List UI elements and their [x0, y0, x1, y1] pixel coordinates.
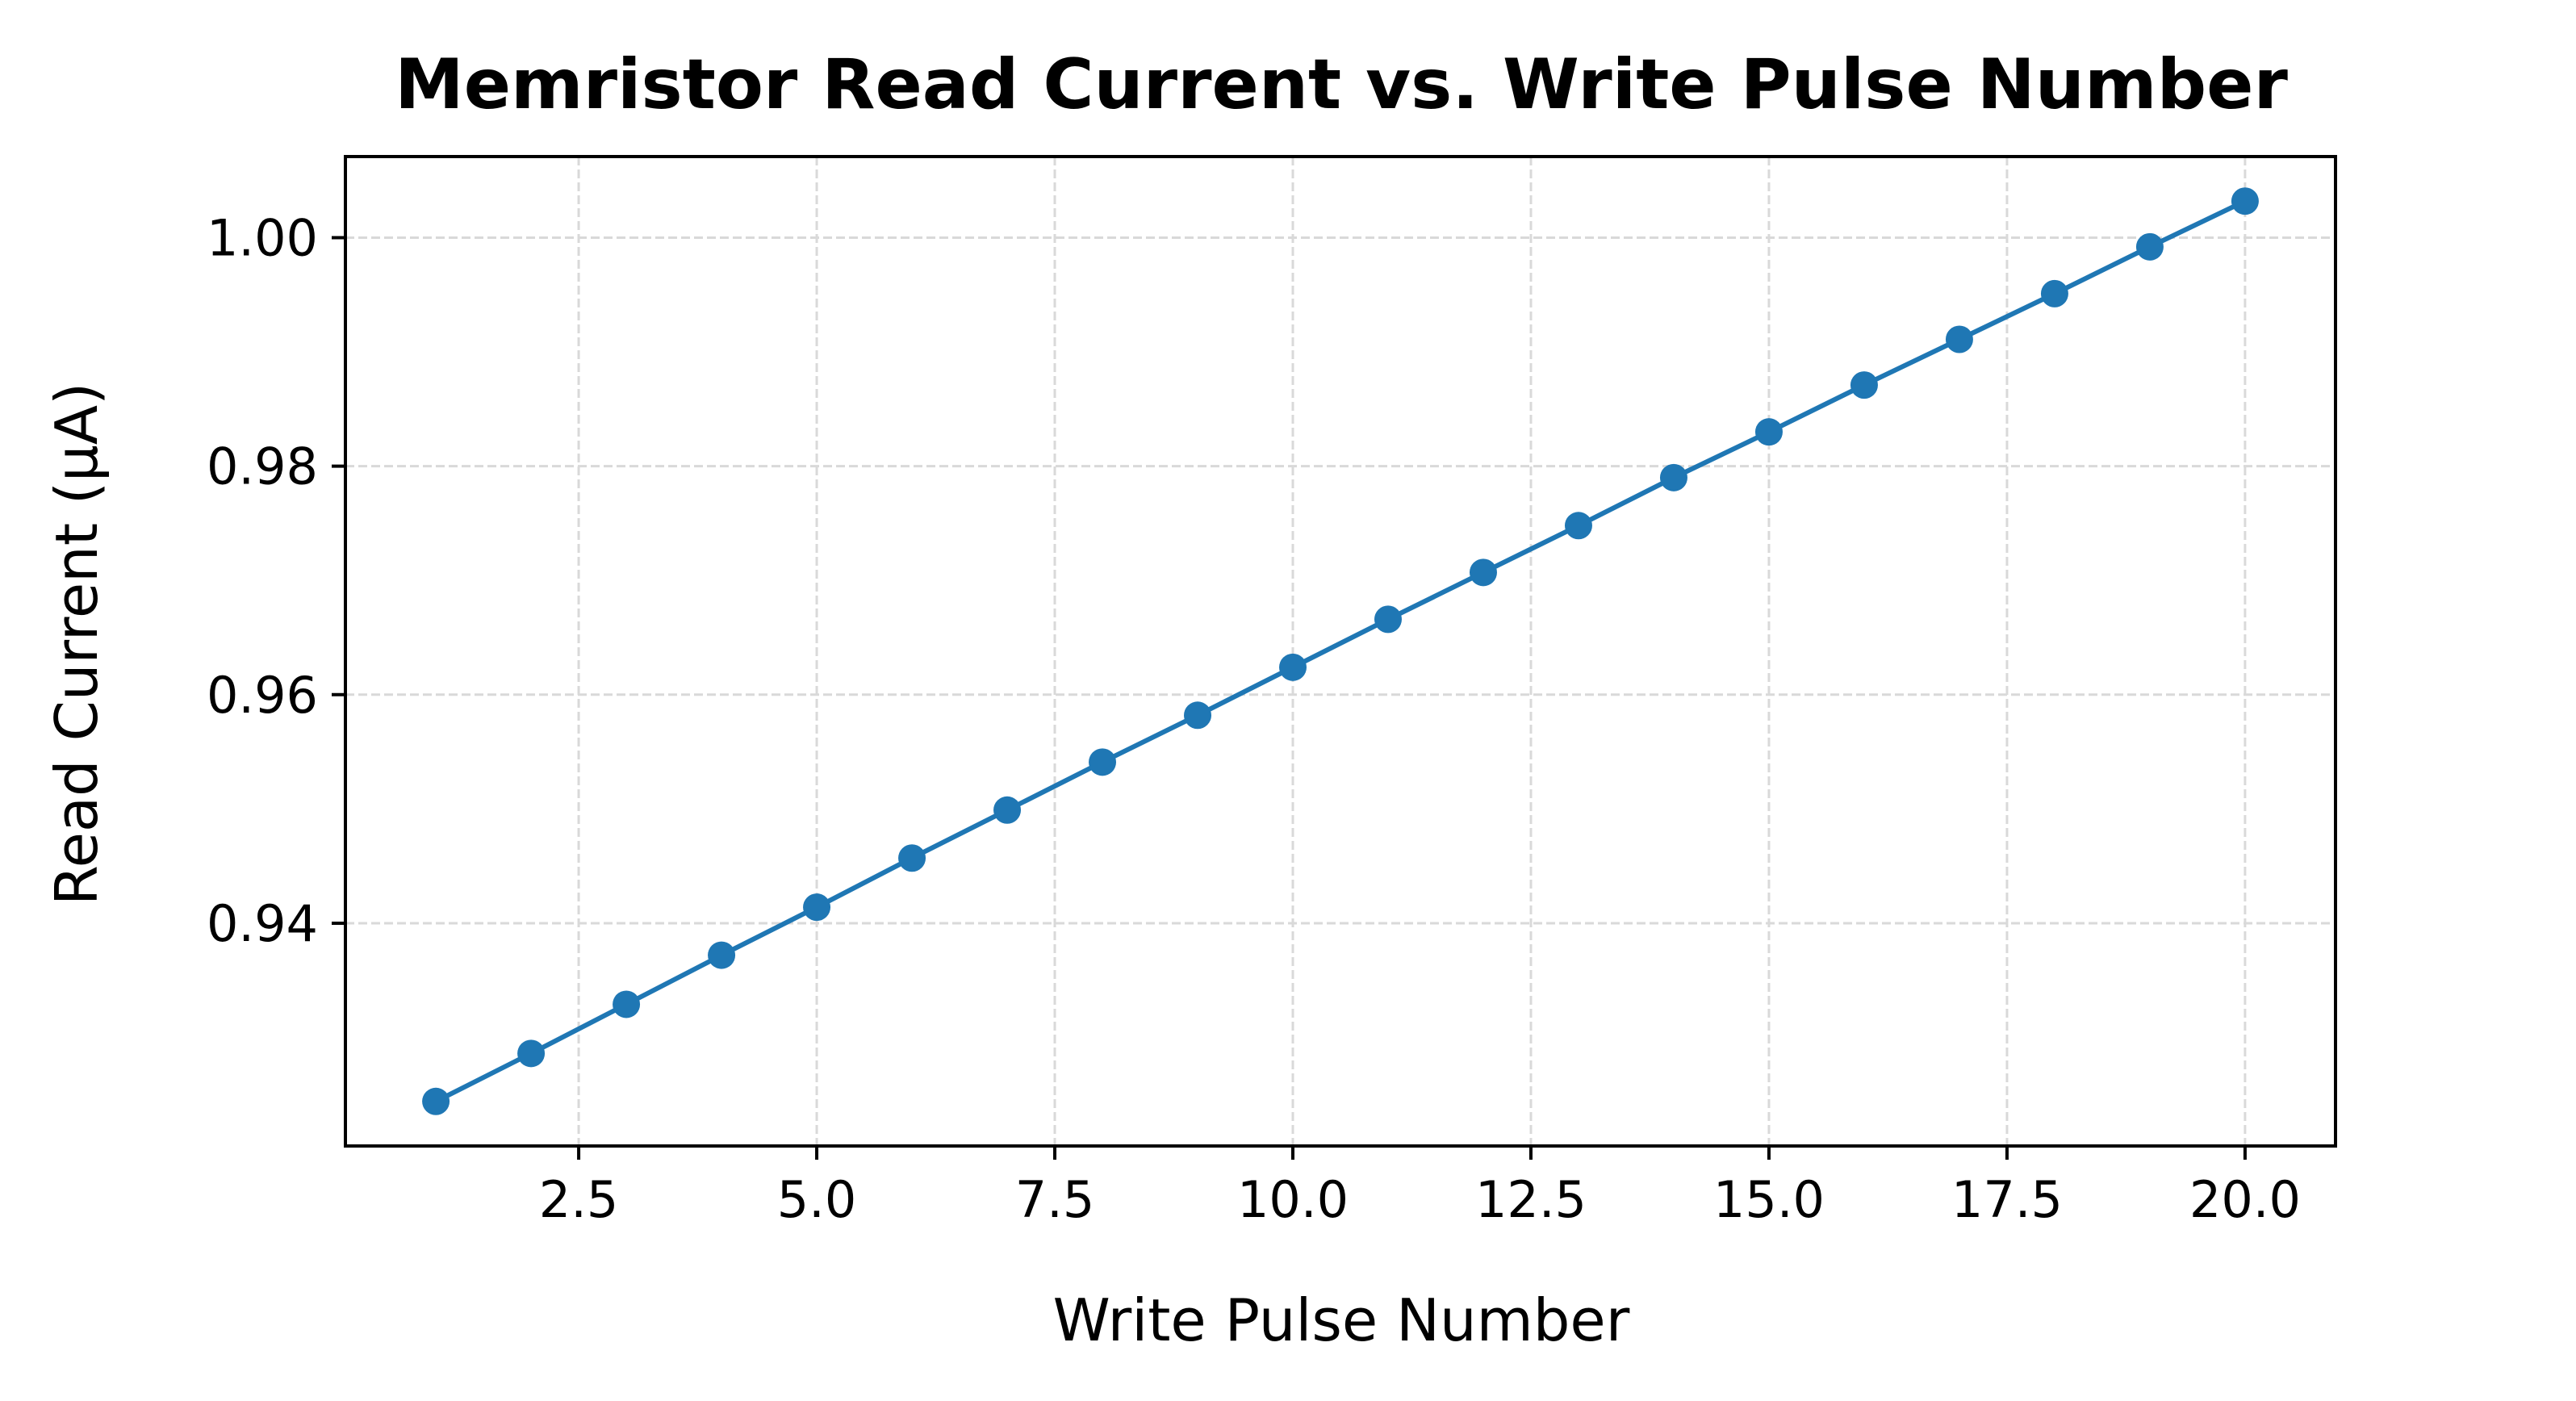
x-tick-label: 7.5	[1015, 1170, 1095, 1229]
x-tick-label: 12.5	[1475, 1170, 1587, 1229]
axes-frame	[344, 155, 2337, 1148]
x-tick-label: 20.0	[2189, 1170, 2301, 1229]
y-tick-label: 1.00	[207, 209, 318, 268]
data-point	[2135, 232, 2164, 261]
data-point	[613, 990, 641, 1018]
axes: 2.5 5.0 7.5 10.0 12.5 15.0 17.5 20.0 0.94 0.96 0.9…	[207, 155, 2337, 1229]
plot-area	[422, 187, 2259, 1115]
x-tick-label: 2.5	[539, 1170, 619, 1229]
chart-title: Memristor Read Current vs. Write Pulse N…	[395, 44, 2288, 125]
y-axis-label: Read Current (μA)	[43, 383, 111, 905]
x-tick-label: 10.0	[1237, 1170, 1349, 1229]
data-point	[2040, 279, 2068, 307]
x-axis-label: Write Pulse Number	[1053, 1286, 1630, 1354]
data-point	[1469, 558, 1497, 587]
series-line	[433, 199, 2248, 1104]
data-point	[993, 796, 1022, 824]
grid-lines	[345, 157, 2336, 1146]
data-point	[1184, 701, 1212, 730]
data-point	[2231, 187, 2259, 215]
x-tick-label: 5.0	[777, 1170, 857, 1229]
data-point	[1850, 371, 1878, 399]
data-point	[803, 893, 831, 922]
y-tick-label: 0.94	[207, 894, 318, 953]
data-point	[1374, 605, 1402, 634]
data-point	[517, 1039, 546, 1068]
data-point	[708, 941, 736, 969]
data-point	[1279, 653, 1307, 681]
data-point	[1564, 512, 1592, 540]
y-tick-label: 0.98	[207, 437, 318, 496]
y-tick-label: 0.96	[207, 666, 318, 725]
x-tick-label: 15.0	[1713, 1170, 1825, 1229]
data-point	[1945, 325, 1973, 353]
data-point	[1089, 748, 1117, 776]
data-point	[422, 1087, 450, 1115]
x-tick-label: 17.5	[1951, 1170, 2063, 1229]
data-point	[1659, 463, 1687, 491]
data-point	[1754, 418, 1783, 446]
data-point	[898, 844, 926, 872]
